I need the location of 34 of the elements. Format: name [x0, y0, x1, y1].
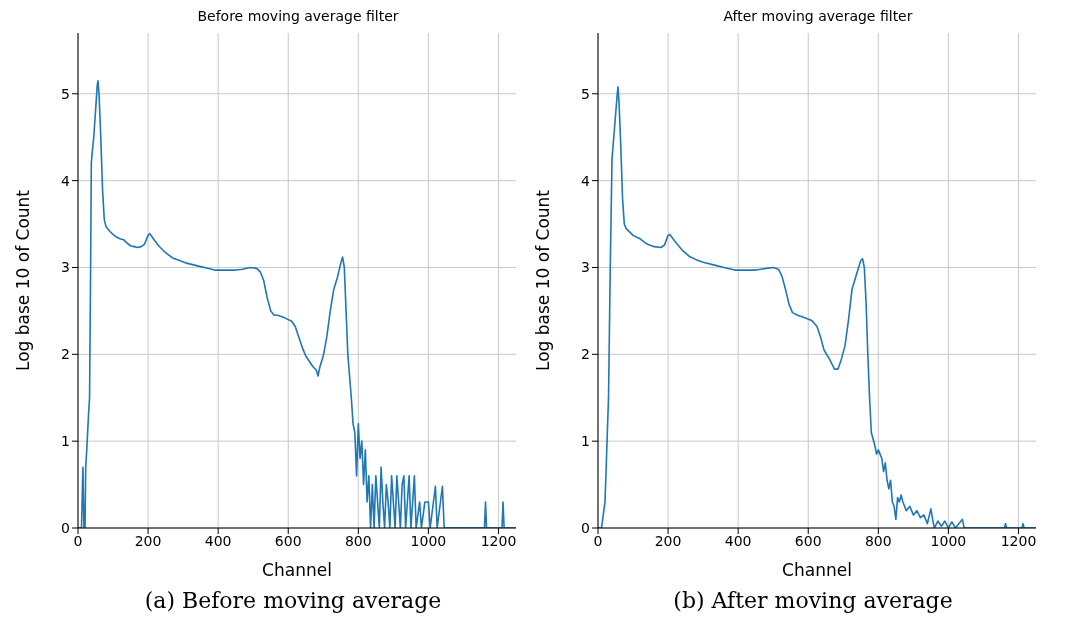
x-tick-label: 1000 — [410, 532, 447, 549]
x-tick-label: 200 — [654, 532, 682, 549]
text: (b) After moving average — [672, 588, 954, 613]
chart-title: Before moving average filter — [196, 8, 400, 26]
y-axis-title: Log base 10 of Count — [13, 189, 34, 372]
x-tick-label: 1200 — [480, 532, 517, 549]
y-tick-label: 3 — [61, 259, 70, 276]
y-tick-label: 4 — [581, 172, 591, 189]
chart-title: After moving average filter — [722, 8, 914, 26]
text: (a) Before moving average — [143, 588, 443, 613]
y-tick-label: 0 — [61, 519, 70, 536]
x-axis-title: Channel — [262, 560, 332, 580]
x-tick-label: 0 — [593, 532, 603, 549]
x-tick-label: 800 — [864, 532, 892, 549]
x-axis-title: Channel — [782, 560, 852, 580]
x-tick-label: 400 — [724, 532, 752, 549]
x-tick-label: 600 — [794, 532, 822, 549]
x-tick-label: 400 — [204, 532, 232, 549]
y-tick-label: 0 — [581, 519, 590, 536]
x-tick-label: 1200 — [1000, 532, 1037, 549]
x-tick-label: 200 — [134, 532, 162, 549]
x-tick-label: 600 — [274, 532, 302, 549]
x-tick-label: 1000 — [930, 532, 967, 549]
y-tick-label: 5 — [61, 85, 70, 102]
x-tick-label: 0 — [73, 532, 83, 549]
y-tick-label: 4 — [61, 172, 71, 189]
y-tick-label: 1 — [61, 433, 70, 450]
y-axis-title: Log base 10 of Count — [533, 189, 554, 372]
y-tick-label: 1 — [581, 433, 590, 450]
y-tick-label: 2 — [61, 346, 70, 363]
x-tick-label: 800 — [344, 532, 372, 549]
y-tick-label: 3 — [581, 259, 590, 276]
y-tick-label: 5 — [581, 85, 590, 102]
y-tick-label: 2 — [581, 346, 590, 363]
